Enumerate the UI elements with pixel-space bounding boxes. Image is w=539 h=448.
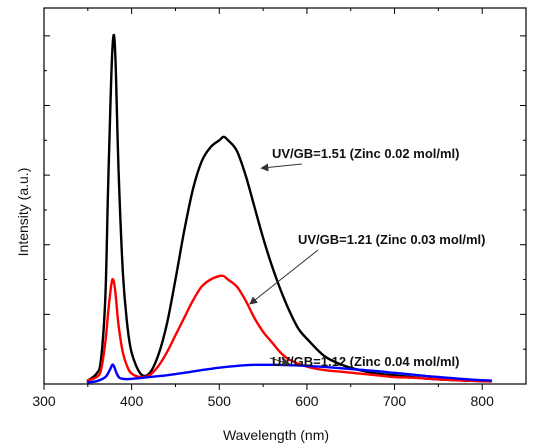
annotation-label: UV/GB=1.12 (Zinc 0.04 mol/ml) <box>272 354 459 369</box>
y-axis-label: Intensity (a.u.) <box>15 168 31 257</box>
x-axis-label: Wavelength (nm) <box>223 427 329 443</box>
plot-frame <box>43 7 527 385</box>
x-tick-label: 500 <box>208 393 232 409</box>
series-line-black <box>86 33 493 383</box>
x-tick-label: 300 <box>32 393 56 409</box>
axis-ticks: 300 400 500 600 700 800 <box>32 8 526 409</box>
x-tick-label: 800 <box>471 393 495 409</box>
series-layer <box>86 33 493 384</box>
annotation-arrow <box>249 249 319 305</box>
x-tick-label: 700 <box>383 393 407 409</box>
annotation-label: UV/GB=1.21 (Zinc 0.03 mol/ml) <box>298 232 485 247</box>
series-line-red <box>86 274 493 383</box>
plot-border <box>43 7 527 385</box>
annotation-arrow <box>260 163 303 172</box>
annotation-arrow <box>269 357 291 366</box>
annotation-label: UV/GB=1.51 (Zinc 0.02 mol/ml) <box>272 146 459 161</box>
x-tick-label: 400 <box>120 393 144 409</box>
series-line-blue <box>86 363 493 384</box>
x-tick-label: 600 <box>295 393 319 409</box>
annotation-layer: UV/GB=1.51 (Zinc 0.02 mol/ml) UV/GB=1.21 … <box>249 146 485 369</box>
